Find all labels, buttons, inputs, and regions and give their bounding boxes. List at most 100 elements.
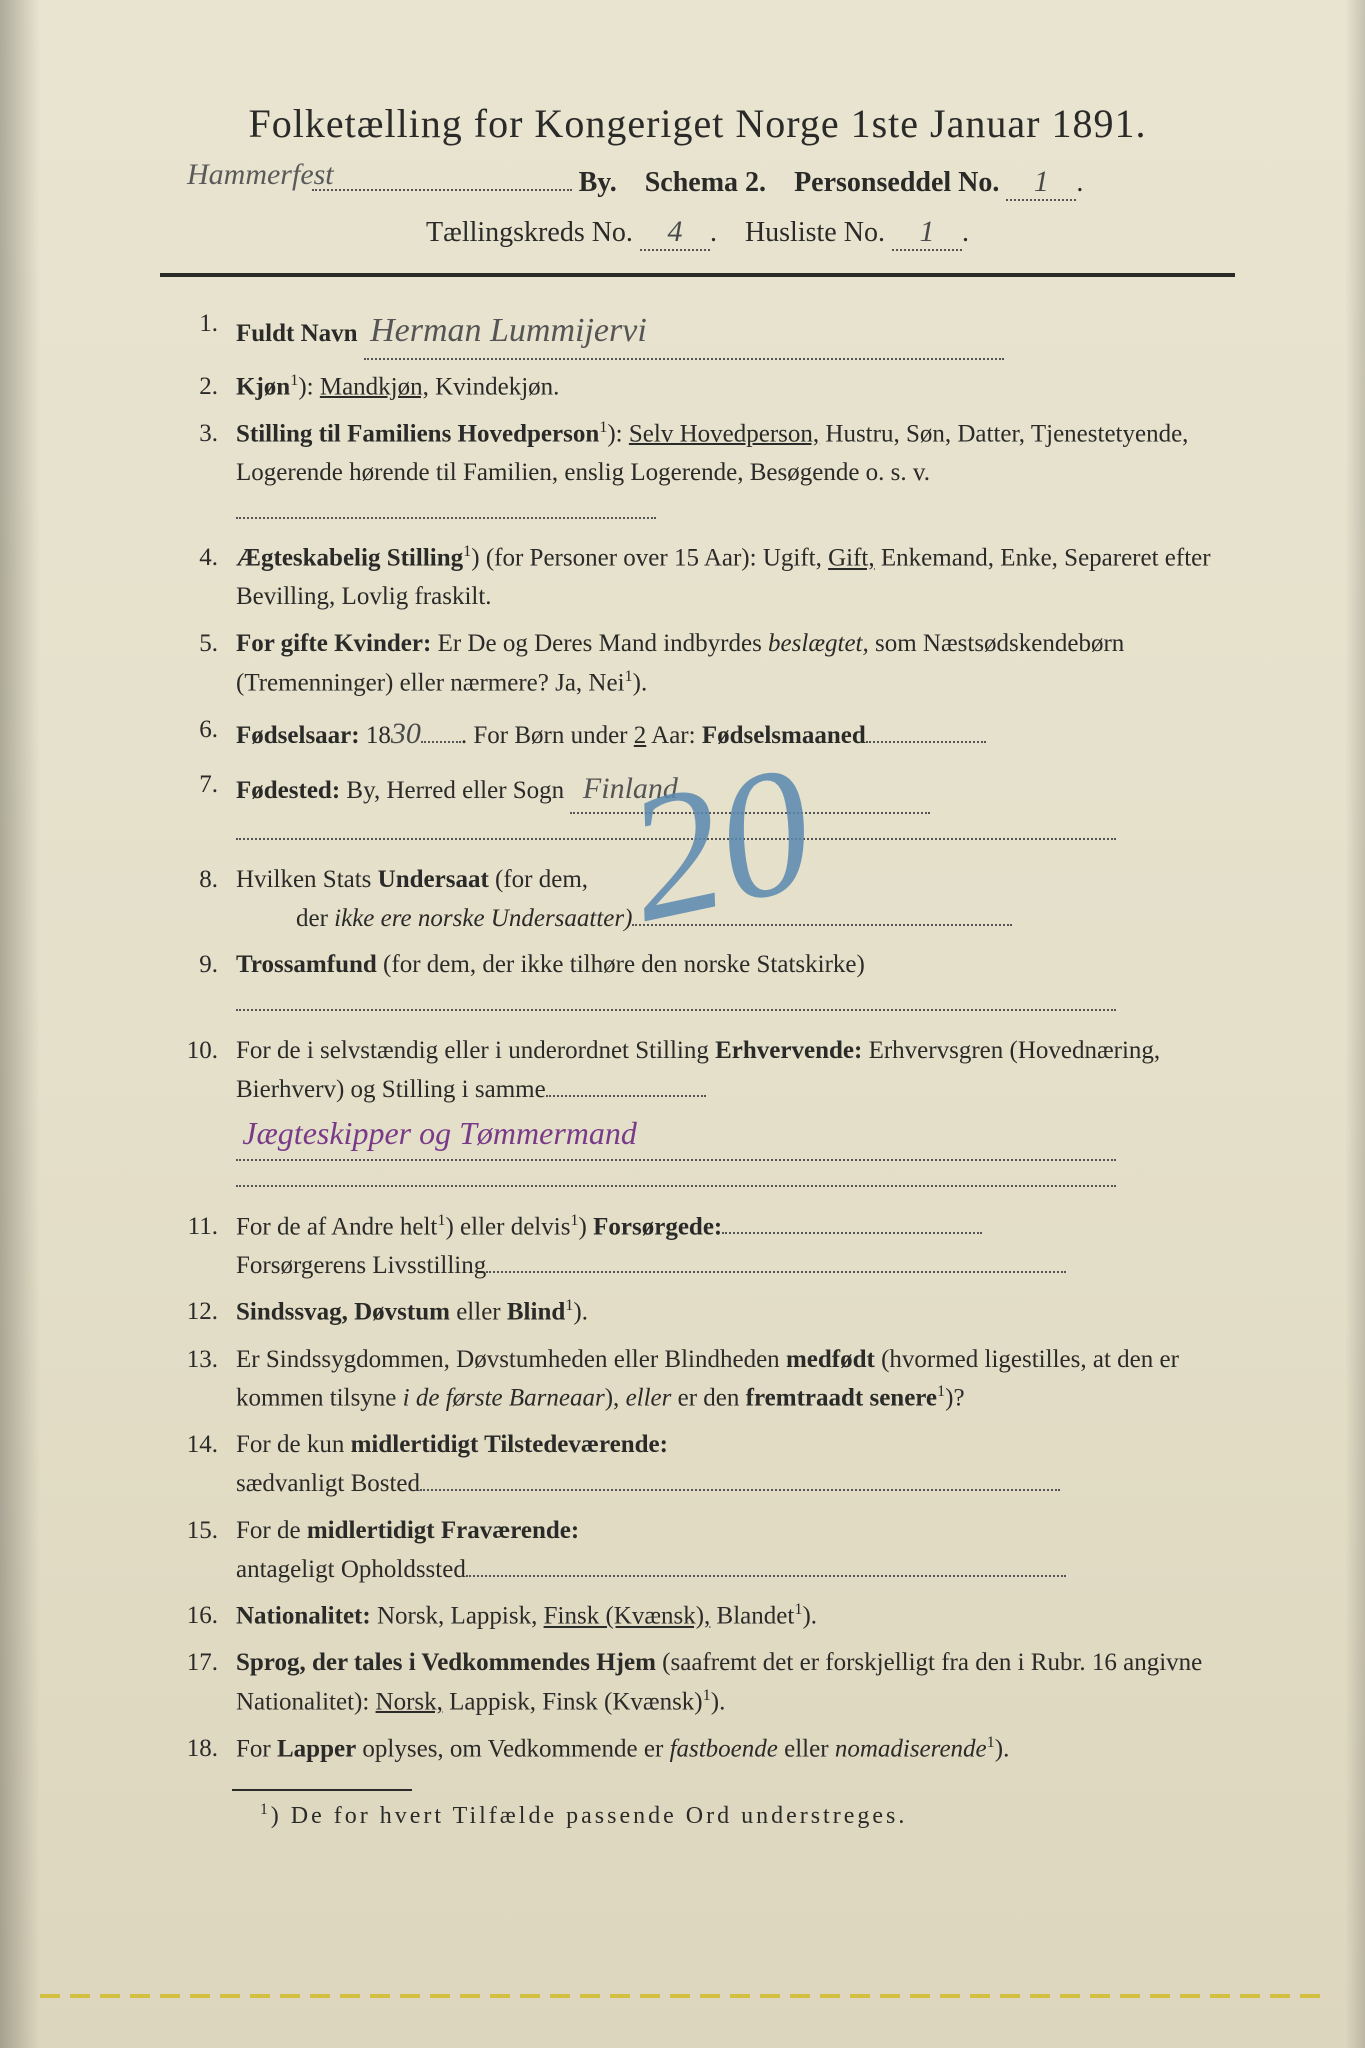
bold-11: Forsørgede:	[593, 1213, 722, 1240]
tallingskreds-no: 4	[667, 215, 682, 248]
blank-14	[420, 1489, 1060, 1491]
line2-8a: der	[236, 905, 334, 932]
blank-11b	[486, 1271, 1066, 1273]
text-16a: Norsk, Lappisk,	[371, 1603, 544, 1630]
personseddel-label: Personseddel No.	[794, 167, 999, 198]
sup-4: 1	[463, 542, 471, 560]
num-17: 17.	[160, 1644, 236, 1722]
year-blank	[421, 741, 461, 743]
field-17: 17. Sprog, der tales i Vedkommendes Hjem…	[160, 1644, 1235, 1722]
text-16b: Blandet	[710, 1603, 794, 1630]
text-8a: Hvilken Stats	[236, 866, 378, 893]
label-4: Ægteskabelig Stilling	[236, 545, 463, 572]
content-1: Fuldt Navn Herman Lummijervi	[236, 305, 1235, 360]
field-11: 11. For de af Andre helt1) eller delvis1…	[160, 1208, 1235, 1286]
bold-6b: Fødselsmaaned	[702, 722, 866, 749]
italic-18b: nomadiserende	[835, 1736, 987, 1763]
bold-13b: fremtraadt senere	[746, 1385, 937, 1412]
u-16: Finsk (Kvænsk),	[544, 1603, 711, 1630]
blank-3	[236, 517, 656, 519]
blank-15	[466, 1575, 1066, 1577]
month-blank	[866, 741, 986, 743]
field-15: 15. For de midlertidigt Fraværende: anta…	[160, 1512, 1235, 1590]
num-16: 16.	[160, 1597, 236, 1636]
text-13c: ),	[605, 1385, 626, 1412]
end-5: ).	[633, 669, 648, 696]
label-5: For gifte Kvinder:	[236, 630, 431, 657]
field-9: 9. Trossamfund (for dem, der ikke tilhør…	[160, 946, 1235, 1024]
blank-10a	[546, 1095, 706, 1097]
line2-15: antageligt Opholdssted	[236, 1556, 466, 1583]
num-9: 9.	[160, 946, 236, 1024]
footnote: 1) De for hvert Tilfælde passende Ord un…	[160, 1801, 1235, 1830]
bold-16: Nationalitet:	[236, 1603, 371, 1630]
content-12: Sindssvag, Døvstum eller Blind1).	[236, 1293, 1235, 1332]
num-1: 1.	[160, 305, 236, 360]
content-13: Er Sindssygdommen, Døvstumheden eller Bl…	[236, 1341, 1235, 1419]
shadow-right	[1345, 0, 1365, 2048]
sup-5: 1	[625, 667, 633, 685]
page-title: Folketælling for Kongeriget Norge 1ste J…	[160, 100, 1235, 147]
content-18: For Lapper oplyses, om Vedkommende er fa…	[236, 1730, 1235, 1769]
text-15a: For de	[236, 1517, 307, 1544]
text-11c: )	[579, 1213, 594, 1240]
field-10: 10. For de i selvstændig eller i underor…	[160, 1032, 1235, 1200]
field-16: 16. Nationalitet: Norsk, Lappisk, Finsk …	[160, 1597, 1235, 1636]
text-4: Ugift,	[763, 545, 828, 572]
personseddel-no: 1	[1034, 165, 1049, 198]
italic-13b: eller	[626, 1385, 672, 1412]
bold-12a: Sindssvag, Døvstum	[236, 1299, 450, 1326]
bold-13a: medfødt	[786, 1346, 875, 1373]
header-line-1: Hammerfest By. Schema 2. Personseddel No…	[160, 165, 1235, 201]
content-6: Fødselsaar: 1830. For Børn under 2 Aar: …	[236, 711, 1235, 758]
sup-17: 1	[703, 1686, 711, 1704]
blank-10c	[236, 1185, 1116, 1187]
line2-11: Forsørgerens Livsstilling	[236, 1252, 486, 1279]
field-6: 6. Fødselsaar: 1830. For Børn under 2 Aa…	[160, 711, 1235, 758]
text-13a: Er Sindssygdommen, Døvstumheden eller Bl…	[236, 1346, 786, 1373]
num-4: 4.	[160, 539, 236, 617]
u2-6: 2	[634, 722, 647, 749]
text-12: eller	[450, 1299, 507, 1326]
place-value: Finland	[583, 772, 678, 805]
field-5: 5. For gifte Kvinder: Er De og Deres Man…	[160, 625, 1235, 703]
tallingskreds-field: 4	[640, 215, 710, 251]
num-11: 11.	[160, 1208, 236, 1286]
text-18c: eller	[778, 1736, 835, 1763]
city-handwritten: Hammerfest	[187, 158, 334, 192]
husliste-label: Husliste No.	[745, 217, 885, 248]
label-7: Fødested:	[236, 777, 340, 804]
sup-11b: 1	[570, 1211, 578, 1229]
end-13: )?	[945, 1385, 964, 1412]
bold-9: Trossamfund	[236, 951, 377, 978]
text-14a: For de kun	[236, 1431, 351, 1458]
opt-3-underlined: Selv Hovedperson,	[629, 420, 819, 447]
content-7: Fødested: By, Herred eller Sogn Finland	[236, 766, 1235, 853]
field-12: 12. Sindssvag, Døvstum eller Blind1).	[160, 1293, 1235, 1332]
content-9: Trossamfund (for dem, der ikke tilhøre d…	[236, 946, 1235, 1024]
text-7: By, Herred eller Sogn	[340, 777, 570, 804]
text-11a: For de af Andre helt	[236, 1213, 437, 1240]
content-8: Hvilken Stats Undersaat (for dem, der ik…	[236, 861, 1235, 939]
content-2: Kjøn1): Mandkjøn, Kvindekjøn.	[236, 368, 1235, 407]
end-16: ).	[802, 1603, 817, 1630]
tallingskreds-label: Tællingskreds No.	[426, 217, 633, 248]
text-17b: Lappisk, Finsk (Kvænsk)	[443, 1688, 703, 1715]
num-12: 12.	[160, 1293, 236, 1332]
text-18b: oplyses, om Vedkommende er	[356, 1736, 669, 1763]
bold-18: Lapper	[277, 1736, 356, 1763]
num-7: 7.	[160, 766, 236, 853]
label-6: Fødselsaar:	[236, 722, 360, 749]
content-14: For de kun midlertidigt Tilstedeværende:…	[236, 1426, 1235, 1504]
text-10a: For de i selvstændig eller i underordnet…	[236, 1037, 715, 1064]
sup-13: 1	[937, 1382, 945, 1400]
content-3: Stilling til Familiens Hovedperson1): Se…	[236, 415, 1235, 532]
year-prefix: 18	[360, 722, 391, 749]
field-1: 1. Fuldt Navn Herman Lummijervi	[160, 305, 1235, 360]
content-5: For gifte Kvinder: Er De og Deres Mand i…	[236, 625, 1235, 703]
num-8: 8.	[160, 861, 236, 939]
personseddel-no-field: 1	[1006, 165, 1076, 201]
blank-8	[632, 924, 1012, 926]
text-6c: Aar:	[646, 722, 702, 749]
end-12: ).	[573, 1299, 588, 1326]
